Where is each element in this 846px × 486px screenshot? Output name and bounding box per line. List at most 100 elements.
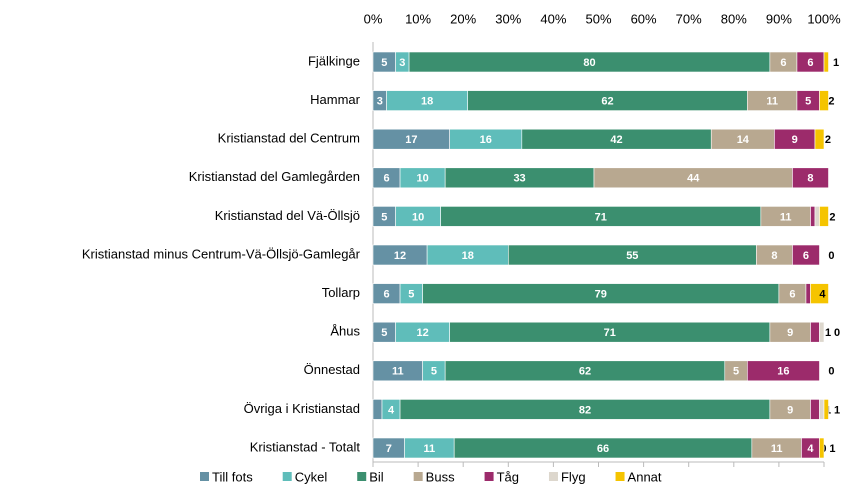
data-label: 2	[828, 96, 834, 108]
y-tick-label: Hammar	[310, 92, 361, 107]
x-tick-label: 80%	[721, 11, 747, 26]
legend-swatch	[413, 472, 423, 481]
bar-segment	[819, 206, 829, 227]
data-label: 6	[803, 250, 809, 262]
y-tick-label: Kristianstad minus Centrum-Vä-Öllsjö-Gam…	[82, 246, 361, 261]
bar-segment	[805, 283, 811, 304]
legend-swatch	[200, 472, 209, 481]
data-label: 16	[480, 134, 492, 146]
data-label: 5	[431, 366, 437, 378]
bar-segment	[819, 321, 825, 343]
data-label: 0	[828, 366, 834, 378]
data-label: 6	[383, 173, 389, 185]
data-label: 7	[386, 443, 392, 455]
bar-segment	[372, 399, 383, 420]
data-label: 62	[601, 96, 613, 108]
data-label: 71	[604, 327, 616, 339]
data-label: 66	[597, 443, 609, 455]
data-label: 4	[819, 289, 826, 301]
data-label: 6	[789, 289, 795, 301]
data-label: 1	[834, 404, 840, 416]
y-tick-label: Kristianstad del Centrum	[218, 131, 360, 146]
bar-segment	[792, 244, 820, 266]
legend-label: Tåg	[497, 469, 519, 484]
data-label: 9	[787, 404, 793, 416]
x-tick-label: 50%	[585, 11, 611, 26]
data-label: 16	[777, 366, 789, 378]
bar-segment	[747, 360, 820, 382]
data-label: 33	[513, 173, 525, 185]
legend-swatch	[615, 472, 625, 481]
data-label: 80	[583, 57, 595, 69]
legend-label: Buss	[426, 469, 455, 484]
x-tick-label: 90%	[766, 11, 792, 26]
bar-segment	[810, 283, 829, 304]
data-label: 1	[825, 327, 831, 339]
data-label: 17	[405, 134, 417, 146]
data-label: 12	[416, 327, 428, 339]
data-label: 62	[579, 366, 591, 378]
data-label: 55	[626, 250, 638, 262]
legend-swatch	[282, 472, 292, 481]
data-label: 4	[388, 404, 395, 416]
data-label: 2	[825, 134, 831, 146]
data-label: 2	[829, 211, 835, 223]
data-label: 6	[383, 289, 389, 301]
data-label: 11	[424, 443, 436, 455]
legend-label: Annat	[628, 469, 662, 484]
y-tick-label: Kristianstad - Totalt	[250, 439, 361, 454]
data-label: 5	[381, 57, 387, 69]
data-label: 42	[610, 134, 622, 146]
data-label: 5	[733, 366, 739, 378]
y-tick-label: Åhus	[330, 324, 360, 339]
data-label: 10	[416, 173, 428, 185]
x-tick-label: 100%	[807, 11, 841, 26]
bar-segment	[810, 321, 820, 343]
x-tick-label: 60%	[631, 11, 657, 26]
data-label: 0	[828, 250, 834, 262]
data-label: 11	[780, 211, 792, 223]
data-label: 4	[807, 443, 814, 455]
data-label: 79	[595, 289, 607, 301]
legend-swatch	[484, 472, 494, 481]
data-label: 8	[771, 250, 777, 262]
x-tick-label: 0%	[364, 11, 383, 26]
data-label: 9	[792, 134, 798, 146]
data-label: 9	[787, 327, 793, 339]
bar-segment	[814, 206, 820, 227]
data-label: 14	[737, 134, 750, 146]
bar-segment	[819, 399, 825, 420]
data-label: 1	[829, 443, 835, 455]
y-tick-label: Kristianstad del Vä-Öllsjö	[215, 208, 360, 223]
x-tick-label: 40%	[540, 11, 566, 26]
bar-segment	[819, 90, 829, 111]
bar-segment	[810, 206, 816, 227]
legend-swatch	[548, 472, 558, 481]
legend-swatch	[357, 472, 367, 481]
y-tick-label: Övriga i Kristianstad	[244, 401, 360, 416]
data-label: 11	[392, 366, 404, 378]
data-label: 6	[780, 57, 786, 69]
data-label: 8	[807, 173, 813, 185]
bar-segment	[792, 167, 829, 189]
data-label: 11	[771, 443, 783, 455]
legend-label: Flyg	[561, 469, 586, 484]
data-label: 82	[579, 404, 591, 416]
x-tick-label: 10%	[405, 11, 431, 26]
y-tick-label: Önnestad	[304, 362, 360, 377]
legend-label: Till fots	[212, 469, 253, 484]
data-label: 12	[394, 250, 406, 262]
data-label: 71	[595, 211, 607, 223]
data-label: 18	[421, 96, 433, 108]
data-label: 0	[834, 327, 840, 339]
x-tick-label: 30%	[495, 11, 521, 26]
x-tick-label: 20%	[450, 11, 476, 26]
data-label: 11	[766, 96, 778, 108]
x-tick-label: 70%	[676, 11, 702, 26]
y-tick-label: Kristianstad del Gamlegården	[189, 169, 360, 184]
data-label: 5	[381, 211, 387, 223]
data-label: 10	[412, 211, 424, 223]
data-label: 3	[399, 57, 405, 69]
bar-segment	[810, 399, 820, 420]
